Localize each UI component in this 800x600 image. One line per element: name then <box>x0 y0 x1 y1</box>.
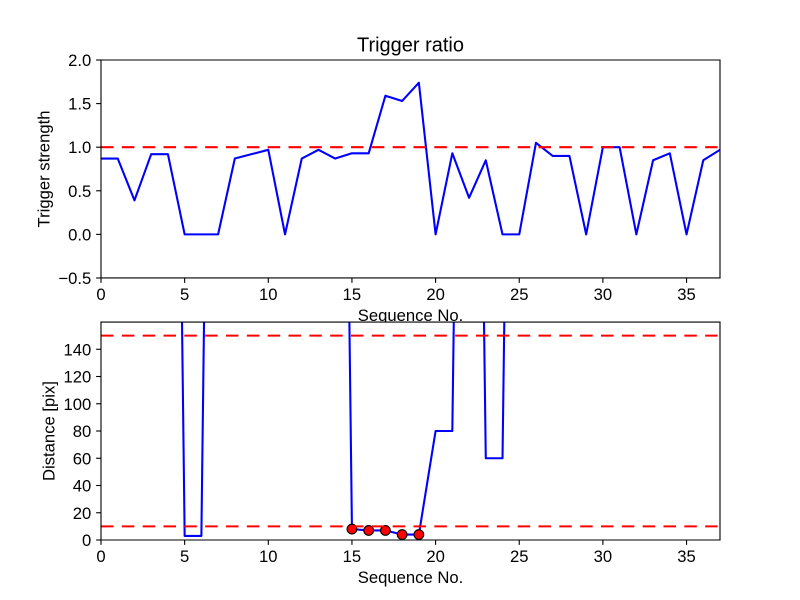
svg-text:Sequence No.: Sequence No. <box>358 568 464 587</box>
svg-text:60: 60 <box>73 449 92 468</box>
svg-text:80: 80 <box>73 422 92 441</box>
svg-text:25: 25 <box>510 547 529 566</box>
svg-text:40: 40 <box>73 477 92 496</box>
svg-text:0: 0 <box>82 531 91 550</box>
svg-text:5: 5 <box>180 547 189 566</box>
svg-text:35: 35 <box>677 285 696 304</box>
svg-text:1.5: 1.5 <box>68 95 91 114</box>
svg-text:140: 140 <box>63 340 91 359</box>
svg-text:25: 25 <box>510 285 529 304</box>
svg-text:15: 15 <box>343 547 362 566</box>
svg-text:10: 10 <box>259 285 278 304</box>
svg-text:5: 5 <box>180 285 189 304</box>
svg-text:0.0: 0.0 <box>68 225 91 244</box>
svg-text:20: 20 <box>426 285 445 304</box>
svg-text:20: 20 <box>73 504 92 523</box>
svg-text:30: 30 <box>594 285 613 304</box>
svg-text:35: 35 <box>677 547 696 566</box>
svg-text:1.0: 1.0 <box>68 138 91 157</box>
svg-text:10: 10 <box>259 547 278 566</box>
svg-text:Trigger strength: Trigger strength <box>34 111 53 228</box>
svg-text:100: 100 <box>63 395 91 414</box>
svg-text:Distance [pix]: Distance [pix] <box>39 381 58 481</box>
svg-text:120: 120 <box>63 368 91 387</box>
svg-text:0: 0 <box>96 547 105 566</box>
svg-text:−0.5: −0.5 <box>58 269 91 288</box>
svg-text:0.5: 0.5 <box>68 182 91 201</box>
svg-text:2.0: 2.0 <box>68 51 91 70</box>
svg-text:20: 20 <box>426 547 445 566</box>
svg-text:30: 30 <box>594 547 613 566</box>
svg-text:0: 0 <box>96 285 105 304</box>
svg-text:Trigger ratio: Trigger ratio <box>357 35 464 57</box>
svg-text:15: 15 <box>343 285 362 304</box>
